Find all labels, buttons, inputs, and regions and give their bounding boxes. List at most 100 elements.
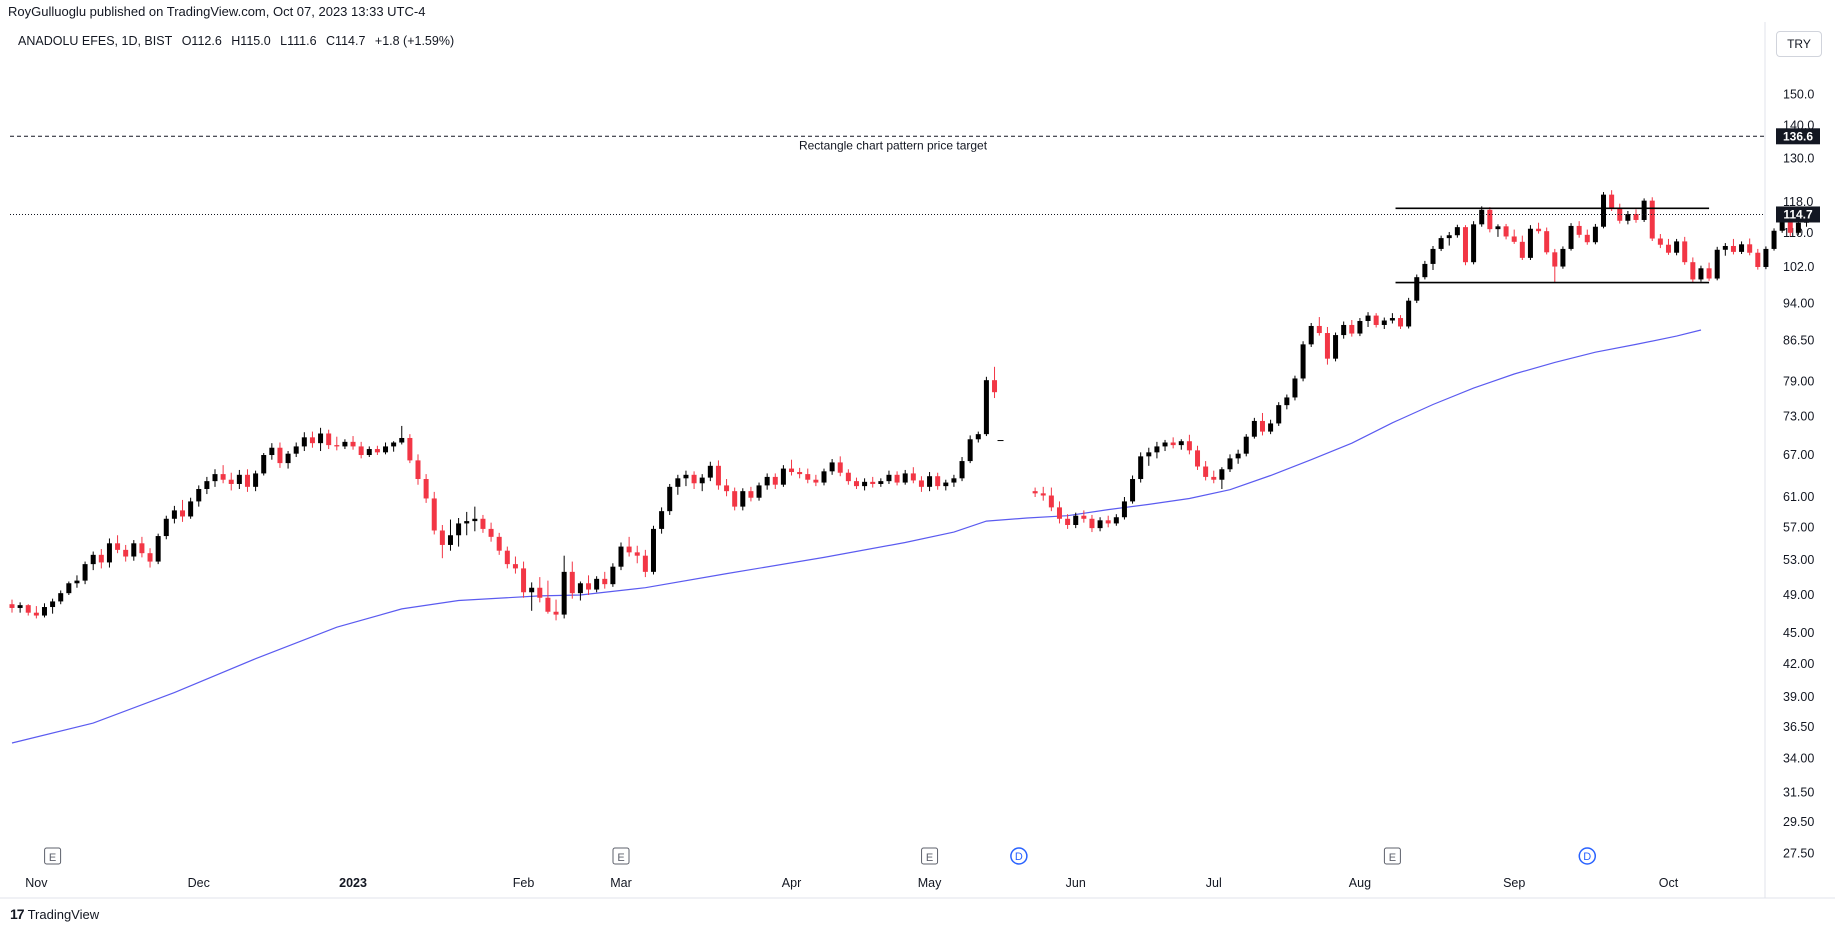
candle-body — [1324, 333, 1330, 359]
candle-body — [740, 491, 746, 507]
candle-body — [480, 518, 486, 529]
candle-body — [1105, 520, 1111, 524]
candle-body — [1527, 228, 1533, 258]
candle-body — [789, 468, 795, 473]
candle-body — [1544, 231, 1550, 253]
tradingview-brand: TradingView — [27, 906, 100, 922]
dividend-event-marker — [1578, 847, 1597, 865]
candle-body — [1219, 469, 1225, 480]
time-axis[interactable]: Nov Dec 2023 Feb Mar Apr May Jun Jul Aug Sep Oct — [25, 876, 1678, 890]
candle-body — [423, 479, 429, 499]
candle-body — [1422, 263, 1428, 278]
candle-body — [9, 604, 15, 608]
candle-body — [642, 555, 648, 572]
candle-body — [1406, 300, 1412, 327]
candle-body — [188, 501, 194, 517]
candle-body — [1584, 234, 1590, 243]
candle-body — [1479, 209, 1485, 225]
y-tick-label: 102.0 — [1783, 260, 1814, 274]
candle-body — [1308, 325, 1314, 345]
y-tick-label: 79.00 — [1783, 374, 1814, 388]
candle-body — [1130, 479, 1136, 502]
candle-body — [1739, 244, 1745, 252]
y-tick-label: 42.00 — [1783, 657, 1814, 671]
candle-body — [220, 474, 226, 480]
candle-body — [334, 445, 340, 447]
earnings-event-label: E — [617, 852, 624, 864]
candle-body — [683, 474, 689, 479]
candle-body — [1755, 252, 1761, 267]
candle-body — [983, 380, 989, 435]
x-tick-label: Apr — [782, 876, 801, 890]
candle-body — [1560, 248, 1566, 267]
y-tick-label: 31.50 — [1783, 786, 1814, 800]
candle-body — [358, 446, 364, 456]
candle-body — [1714, 249, 1720, 279]
candle-body — [813, 479, 819, 483]
x-tick-label: Dec — [188, 876, 210, 890]
candle-body — [496, 536, 502, 551]
candle-body — [927, 476, 933, 487]
candle-body — [1430, 248, 1436, 264]
candle-body — [910, 473, 916, 481]
candle-body — [1519, 241, 1525, 258]
candle-body — [870, 481, 876, 484]
candle-body — [1763, 248, 1769, 267]
candle-body — [667, 486, 673, 512]
candle-body — [391, 442, 397, 447]
candle-body — [975, 434, 981, 440]
candle-body — [935, 476, 941, 487]
candle-body — [1625, 214, 1631, 221]
candle-body — [650, 528, 656, 572]
candle-body — [1674, 241, 1680, 253]
x-tick-label: Jun — [1066, 876, 1086, 890]
x-tick-label: Aug — [1349, 876, 1371, 890]
candle-body — [41, 607, 47, 616]
candle-body — [447, 535, 453, 545]
y-tick-label: 130.0 — [1783, 151, 1814, 165]
candle-body — [561, 571, 567, 615]
candle-body — [236, 474, 242, 484]
candle-body — [82, 564, 88, 581]
price-axis[interactable]: 27.50 29.50 31.50 34.00 36.50 39.00 42.00 45.00… — [1783, 87, 1814, 860]
candle-body — [1349, 324, 1355, 334]
candle-body — [1747, 244, 1753, 253]
currency-button[interactable]: TRY — [1776, 31, 1822, 57]
candle-body — [115, 543, 121, 550]
candle-body — [1178, 441, 1184, 446]
candle-body — [1389, 318, 1395, 321]
tradingview-logo-icon: 17 — [10, 906, 25, 922]
candle-body — [1609, 194, 1615, 208]
y-tick-label: 67.00 — [1783, 448, 1814, 462]
candle-body — [1284, 397, 1290, 406]
candle-body — [545, 597, 551, 612]
candle-body — [707, 465, 713, 478]
candle-body — [464, 521, 470, 524]
candle-body — [959, 461, 965, 479]
candle-body — [837, 462, 843, 473]
candle-body — [504, 550, 510, 565]
moving-average-layer — [11, 329, 1702, 744]
candle-body — [1795, 222, 1801, 233]
candle-body — [1073, 515, 1079, 525]
candle-body — [25, 605, 31, 613]
candle-body — [244, 474, 250, 487]
y-tick-label: 118.0 — [1783, 195, 1813, 209]
candle-body — [1113, 517, 1119, 524]
candle-body — [1633, 214, 1639, 220]
candle-body — [98, 554, 104, 563]
candle-body — [1657, 238, 1663, 245]
legend-open: O112.6 — [181, 34, 222, 48]
candle-body — [301, 437, 307, 447]
candle-body — [1333, 335, 1339, 359]
candle-body — [66, 583, 72, 594]
dividend-event-label: D — [1583, 851, 1591, 863]
candle-body — [1243, 436, 1249, 454]
candle-body — [1251, 420, 1257, 437]
candle-body — [1601, 194, 1607, 227]
candle-body — [1552, 252, 1558, 267]
candle-body — [456, 523, 462, 536]
x-tick-label: Nov — [25, 876, 48, 890]
last-price-badge-label: 114.7 — [1783, 207, 1813, 221]
